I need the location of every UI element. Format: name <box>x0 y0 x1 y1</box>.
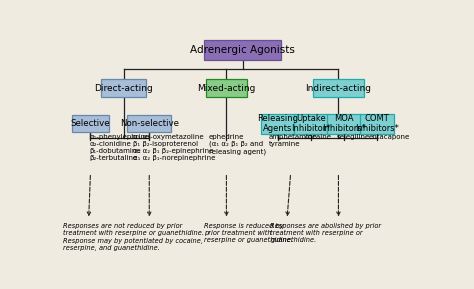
FancyBboxPatch shape <box>206 79 246 97</box>
Text: Releasing
Agents: Releasing Agents <box>257 114 298 134</box>
FancyBboxPatch shape <box>294 114 328 134</box>
FancyBboxPatch shape <box>204 40 282 60</box>
Text: Adrenergic Agonists: Adrenergic Agonists <box>191 45 295 55</box>
Text: entacapone: entacapone <box>369 134 410 140</box>
FancyBboxPatch shape <box>100 79 146 97</box>
Text: Response is reduced by
prior treatment with
reserpine or guanethidine.: Response is reduced by prior treatment w… <box>204 223 293 244</box>
Text: ephedrine
(α₁ α₂ β₁ β₂ and
releasing agent): ephedrine (α₁ α₂ β₁ β₂ and releasing age… <box>209 134 266 155</box>
Text: COMT
Inhibitors*: COMT Inhibitors* <box>355 114 399 134</box>
FancyBboxPatch shape <box>127 115 171 132</box>
Text: MOA
Inhibitors*: MOA Inhibitors* <box>322 114 366 134</box>
FancyBboxPatch shape <box>360 114 394 134</box>
Text: selegiline: selegiline <box>337 134 370 140</box>
FancyBboxPatch shape <box>313 79 364 97</box>
Text: Mixed-acting: Mixed-acting <box>197 84 255 92</box>
Text: Responses are not reduced by prior
treatment with reserpine or guanethidine.
Res: Responses are not reduced by prior treat… <box>63 223 204 251</box>
FancyBboxPatch shape <box>261 114 295 134</box>
Text: Selective: Selective <box>71 119 110 128</box>
Text: amphetamine
tyramine: amphetamine tyramine <box>269 134 317 147</box>
Text: Indirect-acting: Indirect-acting <box>305 84 372 92</box>
Text: Uptake
Inhibitor*: Uptake Inhibitor* <box>291 114 331 134</box>
Text: cocaine: cocaine <box>305 134 332 140</box>
Text: α₁-phenylephrine
α₂-clonidine
β₁-dobutamine
β₂-terbutaline: α₁-phenylephrine α₂-clonidine β₁-dobutam… <box>90 134 150 162</box>
FancyBboxPatch shape <box>327 114 361 134</box>
FancyBboxPatch shape <box>72 115 109 132</box>
Text: Non-selective: Non-selective <box>120 119 179 128</box>
Text: Responses are abolished by prior
treatment with reserpine or
guanethidine.: Responses are abolished by prior treatme… <box>271 223 382 244</box>
Text: Direct-acting: Direct-acting <box>94 84 153 92</box>
Text: α₁ α₂-oxymetazoline
β₁ β₂-isoproterenol
α₁ α₂ β₁ β₂-epinephrine
α₁ α₂ β₁-norepin: α₁ α₂-oxymetazoline β₁ β₂-isoproterenol … <box>133 134 215 162</box>
